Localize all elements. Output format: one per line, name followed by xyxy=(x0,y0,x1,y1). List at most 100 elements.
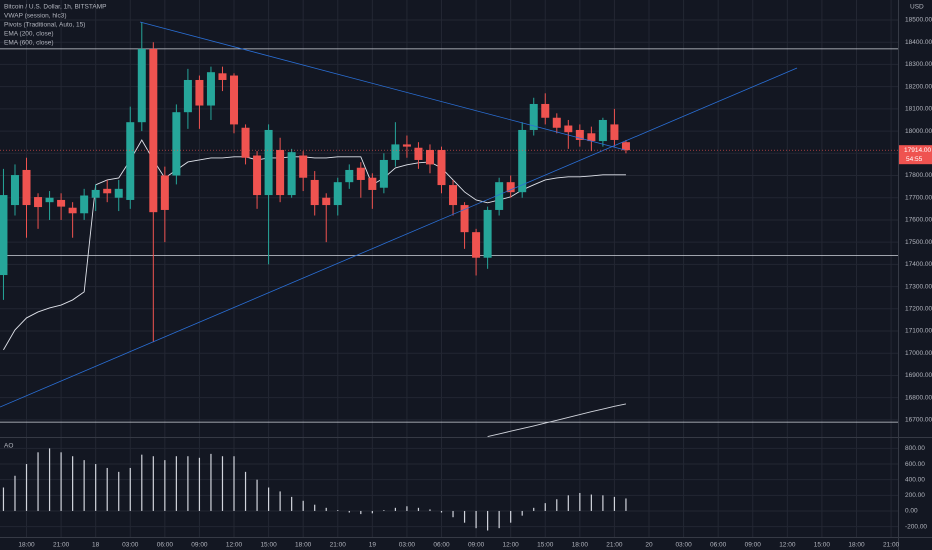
ao-bar xyxy=(279,491,281,511)
candle-body xyxy=(356,167,365,180)
x-tick-label: 09:00 xyxy=(468,542,485,549)
currency: USD xyxy=(910,4,924,11)
ao-bar xyxy=(406,506,408,511)
candle-body xyxy=(529,103,538,130)
chart-title: Bitcoin / U.S. Dollar, 1h, BITSTAMP xyxy=(4,4,106,11)
ao-bar xyxy=(198,457,201,511)
ao-bar xyxy=(325,507,327,511)
ao-bar xyxy=(510,510,512,523)
x-tick-label: 18:00 xyxy=(572,542,589,549)
ao-bar xyxy=(210,453,212,511)
candle-body xyxy=(610,124,619,140)
ao-bar xyxy=(244,471,247,511)
candle-body xyxy=(391,144,400,160)
ao-bar xyxy=(2,487,5,511)
trend-line xyxy=(0,67,798,408)
ao-bar xyxy=(337,510,339,511)
candle-body xyxy=(299,155,308,178)
ao-bar xyxy=(348,510,350,513)
ao-bar xyxy=(463,510,466,523)
candle-body xyxy=(172,112,181,176)
x-tick-label: 21:00 xyxy=(606,542,623,549)
candle-body xyxy=(218,73,227,80)
ao-bar xyxy=(48,448,51,511)
ao-bar xyxy=(371,510,373,514)
ao-bar xyxy=(544,503,546,511)
ao-bar xyxy=(360,510,362,515)
x-tick-label: 15:00 xyxy=(814,542,831,549)
candle-body xyxy=(149,48,158,213)
candle-body xyxy=(322,197,331,206)
legend: Bitcoin / U.S. Dollar, 1h, BITSTAMP VWAP… xyxy=(4,4,106,47)
candle-body xyxy=(183,79,192,113)
candle-body xyxy=(587,133,596,142)
y-tick-label: 17700.00 xyxy=(905,194,932,201)
candle-body xyxy=(310,179,319,206)
y-tick-label: -200.00 xyxy=(905,523,927,530)
ao-bar xyxy=(417,507,420,511)
ao-bar xyxy=(187,456,189,511)
candle-body xyxy=(137,48,146,123)
x-tick-label: 12:00 xyxy=(226,542,243,549)
ao-bar xyxy=(556,499,558,511)
ao-bar xyxy=(302,500,304,511)
candle-body xyxy=(253,155,262,196)
ao-bar xyxy=(383,510,385,511)
candle-body xyxy=(10,175,19,206)
x-tick-label: 06:00 xyxy=(710,542,727,549)
ao-bar xyxy=(256,479,258,511)
y-tick-label: 400.00 xyxy=(905,476,925,483)
x-tick-label: 21:00 xyxy=(330,542,347,549)
x-tick-label: 21:00 xyxy=(53,542,70,549)
y-tick-label: 16900.00 xyxy=(905,372,932,379)
candle-body xyxy=(103,188,112,194)
candle-body xyxy=(460,205,469,233)
ao-bar xyxy=(233,456,235,511)
ao-bar xyxy=(498,510,500,529)
y-tick-label: 18500.00 xyxy=(905,17,932,24)
ao-bar xyxy=(291,496,293,511)
candle-body xyxy=(287,152,296,196)
candle-body xyxy=(68,207,77,214)
candle-body xyxy=(276,149,285,196)
x-tick-label: 20 xyxy=(645,542,653,549)
x-tick-label: 03:00 xyxy=(675,542,692,549)
x-tick-label: 03:00 xyxy=(399,542,416,549)
x-tick-label: 18:00 xyxy=(18,542,35,549)
ao-bar xyxy=(440,510,443,513)
x-tick-label: 06:00 xyxy=(157,542,174,549)
ao-bar xyxy=(14,475,16,511)
candle-body xyxy=(472,232,481,258)
y-tick-label: 17600.00 xyxy=(905,217,932,224)
candle-body xyxy=(0,195,8,276)
candle-body xyxy=(379,159,388,188)
candle-body xyxy=(564,125,573,133)
ao-bar xyxy=(60,452,62,511)
countdown: 54:55 xyxy=(906,156,923,163)
x-tick-label: 18:00 xyxy=(295,542,312,549)
ao-bar xyxy=(429,509,431,511)
ao-bar xyxy=(221,456,224,511)
legend-entry: EMA (600, close) xyxy=(4,40,54,47)
ao-bar xyxy=(118,471,120,511)
y-tick-label: 17300.00 xyxy=(905,283,932,290)
candle-body xyxy=(621,142,630,151)
ao-bar xyxy=(267,487,270,511)
y-tick-label: 18200.00 xyxy=(905,83,932,90)
candle-body xyxy=(264,129,273,196)
candle-body xyxy=(160,175,169,210)
candle-body xyxy=(449,185,458,206)
y-tick-label: 17400.00 xyxy=(905,261,932,268)
y-tick-label: 17100.00 xyxy=(905,328,932,335)
y-tick-label: 16800.00 xyxy=(905,394,932,401)
ao-bar xyxy=(129,467,131,511)
x-tick-label: 19 xyxy=(369,542,377,549)
candle-body xyxy=(575,129,584,140)
indicator-line xyxy=(487,403,627,437)
candle-body xyxy=(333,182,342,206)
y-tick-label: 17500.00 xyxy=(905,239,932,246)
ao-bar xyxy=(141,454,143,511)
candle-body xyxy=(541,103,550,118)
candle-body xyxy=(345,169,354,183)
candle-body xyxy=(80,195,89,214)
